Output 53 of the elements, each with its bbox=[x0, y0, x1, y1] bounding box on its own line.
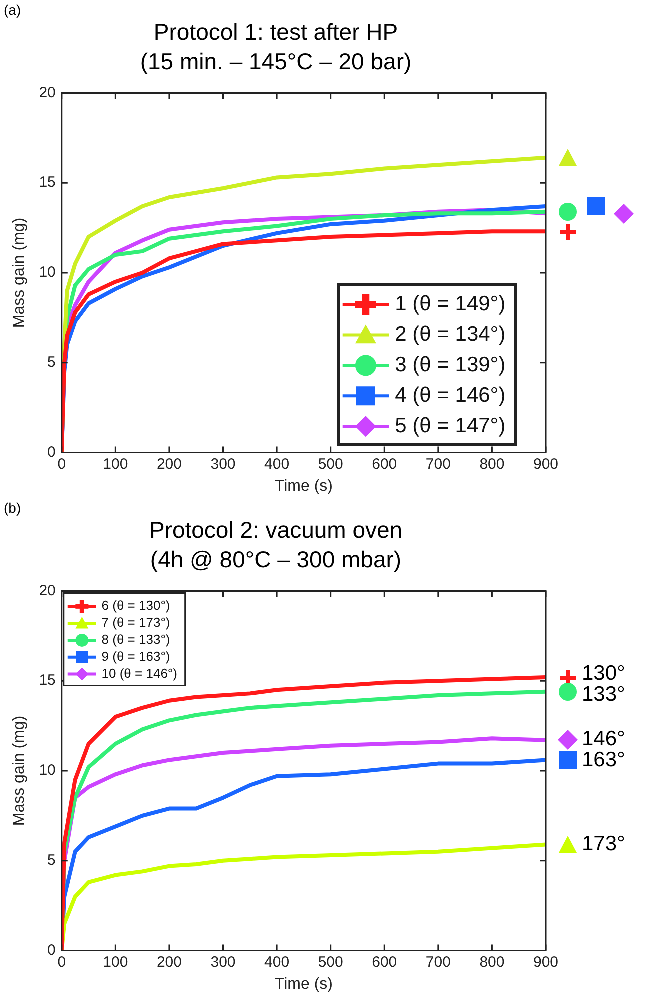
y-axis-title: Mass gain (mg) bbox=[11, 716, 28, 826]
legend-label: 2 (θ = 134°) bbox=[395, 323, 506, 346]
legend-label: 3 (θ = 139°) bbox=[395, 353, 506, 376]
x-tick-label: 200 bbox=[156, 456, 182, 473]
y-tick-label: 0 bbox=[48, 942, 56, 959]
text: 130° bbox=[582, 662, 626, 685]
legend-label: 9 (θ = 163°) bbox=[102, 648, 170, 664]
legend-label: 4 (θ = 146°) bbox=[395, 384, 506, 407]
text: (a) bbox=[4, 2, 22, 18]
text: 173° bbox=[582, 832, 626, 856]
y-tick-label: 15 bbox=[39, 672, 56, 690]
chart-title: Protocol 2: vacuum oven bbox=[149, 517, 403, 544]
x-tick-label: 300 bbox=[210, 456, 236, 473]
x-tick-label: 500 bbox=[318, 456, 344, 473]
legend-label: 8 (θ = 133°) bbox=[102, 632, 170, 648]
x-tick-label: 700 bbox=[426, 456, 451, 473]
legend-label: 6 (θ = 130°) bbox=[102, 598, 170, 614]
chart-title: Protocol 1: test after HP bbox=[154, 19, 398, 46]
legend-label: 10 (θ = 146°) bbox=[102, 666, 178, 681]
legend-label: 5 (θ = 147°) bbox=[395, 414, 506, 438]
x-tick-label: 400 bbox=[264, 456, 290, 473]
x-tick-label: 100 bbox=[103, 954, 128, 971]
x-tick-label: 900 bbox=[533, 456, 559, 473]
x-tick-label: 700 bbox=[426, 954, 451, 971]
legend-label: 1 (θ = 149°) bbox=[395, 292, 506, 316]
y-tick-label: 5 bbox=[48, 354, 56, 372]
x-axis-title: Time (s) bbox=[274, 478, 333, 495]
text: 133° bbox=[582, 682, 626, 706]
text: 146° bbox=[582, 728, 626, 751]
y-tick-label: 0 bbox=[48, 444, 56, 461]
text: (b) bbox=[4, 500, 22, 516]
chart-subtitle: (4h @ 80°C – 300 mbar) bbox=[150, 546, 402, 573]
x-tick-label: 500 bbox=[318, 954, 344, 971]
legend-label: 7 (θ = 173°) bbox=[102, 615, 170, 630]
x-axis-title: Time (s) bbox=[274, 976, 333, 993]
x-tick-label: 400 bbox=[264, 954, 290, 971]
chart-subtitle: (15 min. – 145°C – 20 bar) bbox=[140, 48, 412, 75]
y-tick-label: 20 bbox=[39, 582, 56, 600]
x-tick-label: 200 bbox=[156, 954, 182, 971]
x-tick-label: 900 bbox=[533, 954, 559, 971]
x-tick-label: 600 bbox=[372, 456, 398, 473]
y-axis-title: Mass gain (mg) bbox=[11, 218, 28, 328]
text: 163° bbox=[582, 748, 626, 772]
x-tick-label: 100 bbox=[103, 456, 128, 473]
y-tick-label: 20 bbox=[39, 84, 56, 102]
y-tick-label: 10 bbox=[39, 762, 56, 780]
y-tick-label: 10 bbox=[39, 264, 56, 282]
y-tick-label: 15 bbox=[39, 174, 56, 192]
x-tick-label: 800 bbox=[480, 954, 505, 971]
x-tick-label: 300 bbox=[210, 954, 236, 971]
x-tick-label: 800 bbox=[480, 456, 505, 473]
y-tick-label: 5 bbox=[48, 852, 56, 870]
x-tick-label: 600 bbox=[372, 954, 398, 971]
